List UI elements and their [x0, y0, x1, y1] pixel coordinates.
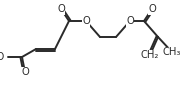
Text: O: O — [82, 16, 90, 26]
Text: CH₂: CH₂ — [141, 50, 159, 60]
Text: O: O — [57, 4, 65, 14]
Text: O: O — [148, 4, 156, 14]
Text: CH₃: CH₃ — [163, 47, 181, 57]
Text: O: O — [126, 16, 134, 26]
Text: HO: HO — [0, 52, 4, 62]
Text: O: O — [21, 67, 29, 77]
